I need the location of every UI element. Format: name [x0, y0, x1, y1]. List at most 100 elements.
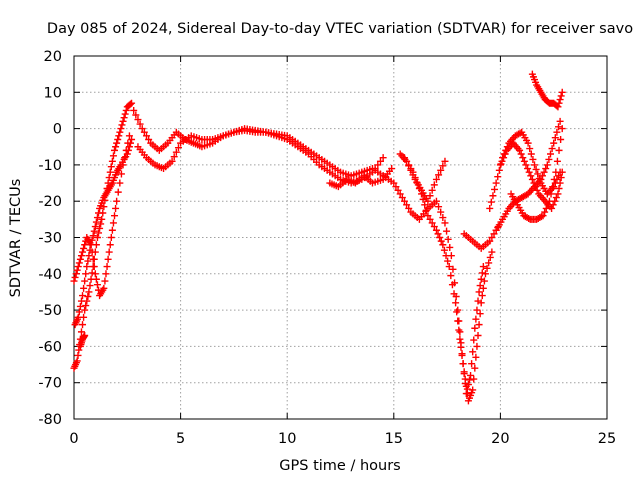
data-point — [439, 241, 447, 249]
data-point — [374, 161, 382, 169]
data-point — [121, 154, 129, 162]
data-point — [85, 252, 93, 260]
data-point — [490, 230, 498, 238]
data-point — [439, 162, 447, 170]
data-point — [539, 212, 547, 220]
data-point — [525, 168, 533, 176]
data-point — [112, 204, 120, 212]
data-point — [519, 154, 527, 162]
data-point — [485, 259, 493, 267]
data-point — [437, 237, 445, 245]
data-point — [172, 148, 180, 156]
data-point — [400, 197, 408, 205]
data-point — [486, 237, 494, 245]
data-point — [76, 255, 84, 263]
data-point — [552, 168, 560, 176]
data-point — [530, 179, 538, 187]
data-point — [424, 212, 432, 220]
data-point — [557, 135, 565, 143]
data-point — [457, 343, 465, 351]
x-tick-label: 0 — [69, 431, 78, 447]
data-point — [92, 275, 100, 283]
data-point — [541, 208, 549, 216]
data-point — [537, 213, 545, 221]
data-point — [444, 257, 452, 265]
data-point — [89, 255, 97, 263]
data-point — [77, 252, 85, 260]
data-point — [422, 206, 430, 214]
data-point — [128, 99, 136, 107]
data-point — [74, 313, 82, 321]
data-point — [371, 165, 379, 173]
data-point — [96, 224, 104, 232]
data-point — [547, 190, 555, 198]
data-point — [114, 188, 122, 196]
data-point — [553, 128, 561, 136]
data-point — [548, 145, 556, 153]
data-point — [487, 198, 495, 206]
data-point — [531, 161, 539, 169]
series-arc-late-h — [507, 125, 566, 223]
data-point — [77, 297, 85, 305]
data-point — [426, 215, 434, 223]
data-point — [102, 270, 110, 278]
data-point — [117, 125, 125, 133]
data-point — [555, 184, 563, 192]
data-point — [107, 234, 115, 241]
data-point — [72, 270, 80, 278]
data-point — [554, 103, 562, 111]
data-point — [100, 203, 108, 211]
tick-layer: 0 5 10 15 20 25 -80 -70 -60 -50 -40 -30 -20 -10 0 10 20 — [38, 49, 616, 447]
data-point — [470, 375, 478, 383]
data-point — [542, 165, 550, 173]
y-tick-label: -10 — [38, 158, 62, 174]
series-arc-mid-a — [130, 106, 387, 180]
data-point — [475, 321, 483, 329]
y-tick-label: 10 — [44, 85, 62, 101]
data-point — [489, 192, 497, 200]
data-point — [526, 145, 534, 153]
data-point — [421, 201, 429, 209]
data-point — [542, 204, 550, 212]
series-arc-late-i — [528, 70, 566, 111]
data-point — [114, 135, 122, 143]
data-point — [426, 192, 434, 200]
data-point — [145, 135, 153, 143]
data-point — [528, 175, 536, 183]
data-point — [86, 282, 94, 290]
data-point — [100, 284, 108, 292]
data-point — [488, 248, 496, 256]
y-tick-label: -80 — [38, 412, 62, 428]
data-point — [516, 146, 524, 154]
data-point — [443, 227, 451, 235]
grid-layer — [74, 56, 607, 419]
data-point — [555, 99, 563, 107]
data-point — [115, 132, 123, 140]
data-point — [550, 139, 558, 147]
data-point — [473, 342, 481, 350]
data-point — [93, 281, 101, 289]
y-tick-label: -50 — [38, 303, 62, 319]
data-point — [458, 351, 466, 359]
data-point — [437, 166, 445, 174]
data-point — [500, 154, 508, 162]
data-point — [465, 376, 473, 384]
data-point — [424, 197, 432, 205]
data-point — [452, 299, 460, 307]
data-point — [71, 273, 79, 281]
data-point — [396, 190, 404, 198]
data-point — [454, 317, 462, 325]
data-point — [109, 219, 117, 227]
data-point — [84, 257, 92, 265]
data-point — [77, 328, 85, 336]
data-point — [543, 161, 551, 169]
data-point — [79, 248, 87, 256]
data-point — [92, 218, 100, 226]
data-point — [472, 315, 480, 323]
data-point — [558, 168, 566, 176]
data-point — [74, 263, 82, 271]
x-tick-label: 20 — [491, 431, 509, 447]
data-point — [82, 270, 90, 278]
data-point — [85, 288, 93, 296]
x-tick-label: 10 — [278, 431, 296, 447]
